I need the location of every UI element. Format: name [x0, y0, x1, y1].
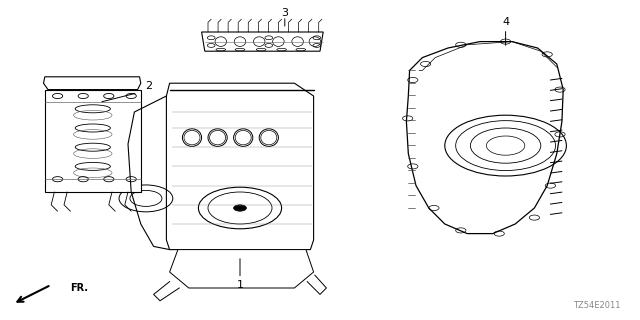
Text: FR.: FR. — [70, 283, 88, 293]
Text: 2: 2 — [145, 81, 152, 92]
Polygon shape — [406, 42, 563, 234]
Polygon shape — [45, 90, 141, 192]
Polygon shape — [170, 250, 314, 288]
Text: 4: 4 — [502, 17, 509, 28]
Polygon shape — [166, 83, 314, 250]
Polygon shape — [44, 77, 141, 90]
Text: 3: 3 — [282, 8, 288, 18]
Polygon shape — [202, 32, 323, 51]
Circle shape — [234, 205, 246, 211]
Text: TZ54E2011: TZ54E2011 — [573, 301, 621, 310]
Text: 1: 1 — [237, 280, 243, 290]
